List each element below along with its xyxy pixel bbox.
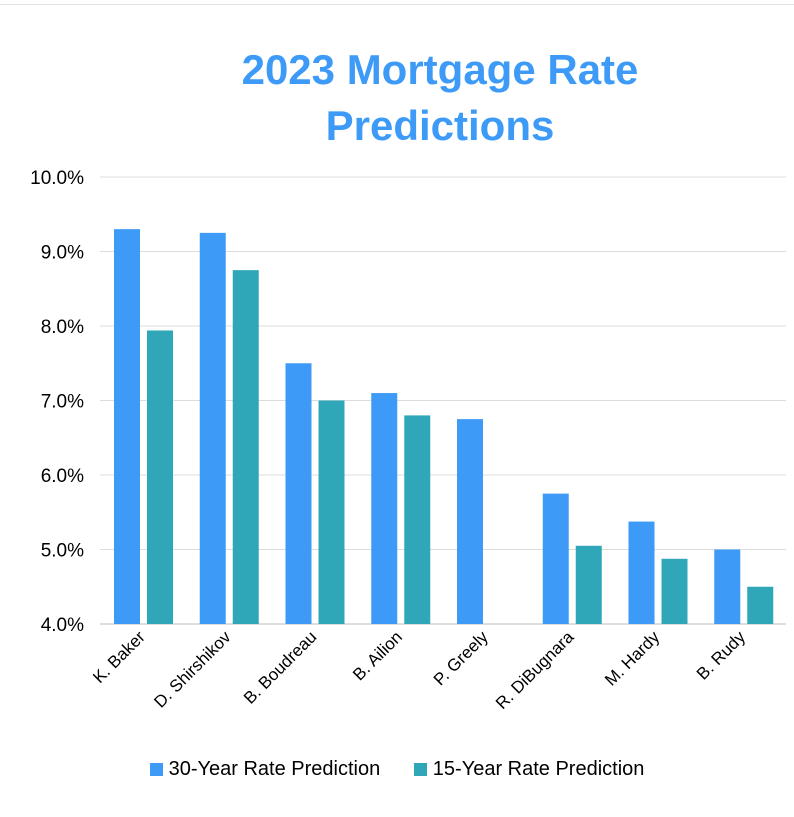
chart-title: 2023 Mortgage Rate Predictions [100, 42, 780, 154]
bars [114, 229, 774, 625]
bar-15-year[interactable] [232, 270, 259, 624]
y-tick-label: 9.0% [41, 243, 84, 264]
chart-title-line-2: Predictions [325, 102, 555, 149]
legend: 30-Year Rate Prediction 15-Year Rate Pre… [0, 758, 794, 782]
category-label: P. Greely [430, 627, 492, 689]
bar-15-year[interactable] [318, 400, 345, 625]
bar-30-year[interactable] [199, 232, 226, 624]
legend-swatch-15-year [413, 763, 427, 776]
y-axis-tick-labels: 4.0% 5.0% 6.0% 7.0% 8.0% 9.0% 10.0% [30, 168, 84, 636]
bar-chart: 4.0% 5.0% 6.0% 7.0% 8.0% 9.0% 10.0% K. Baker D.… [30, 168, 786, 713]
bar-15-year[interactable] [747, 586, 774, 624]
y-tick-label: 5.0% [41, 541, 84, 562]
bar-15-year[interactable] [147, 330, 173, 624]
chart-title-line-1: 2023 Mortgage Rate [241, 46, 639, 93]
bar-30-year[interactable] [714, 549, 741, 625]
bar-30-year[interactable] [371, 393, 398, 624]
legend-label-15-year: 15-Year Rate Prediction [432, 758, 645, 780]
category-label: K. Baker [89, 627, 149, 687]
category-label: M. Hardy [601, 627, 664, 690]
y-tick-label: 6.0% [41, 466, 84, 487]
category-label: R. DiBugnara [492, 627, 578, 713]
bar-15-year[interactable] [575, 545, 602, 624]
y-tick-label: 10.0% [30, 168, 84, 189]
bar-15-year[interactable] [404, 415, 431, 624]
bar-30-year[interactable] [114, 229, 140, 624]
legend-item-30-year[interactable]: 30-Year Rate Prediction [149, 758, 381, 781]
bar-30-year[interactable] [628, 521, 655, 624]
y-tick-label: 4.0% [41, 615, 84, 636]
category-label: B. Boudreau [240, 627, 320, 707]
legend-item-15-year[interactable]: 15-Year Rate Prediction [413, 758, 645, 781]
y-tick-label: 7.0% [41, 392, 84, 413]
x-axis-category-labels: K. Baker D. Shirshikov B. Boudreau B. Ailio… [89, 627, 749, 713]
bar-30-year[interactable] [285, 363, 312, 624]
y-tick-label: 8.0% [41, 317, 84, 338]
category-label: D. Shirshikov [150, 627, 235, 712]
category-label: B. Ailion [349, 627, 406, 684]
bar-30-year[interactable] [457, 419, 483, 624]
legend-label-30-year: 30-Year Rate Prediction [168, 758, 381, 780]
bar-30-year[interactable] [542, 493, 569, 624]
legend-swatch-30-year [149, 763, 163, 776]
top-rule [0, 4, 794, 5]
bar-15-year[interactable] [661, 558, 688, 624]
category-label: B. Rudy [693, 627, 750, 684]
